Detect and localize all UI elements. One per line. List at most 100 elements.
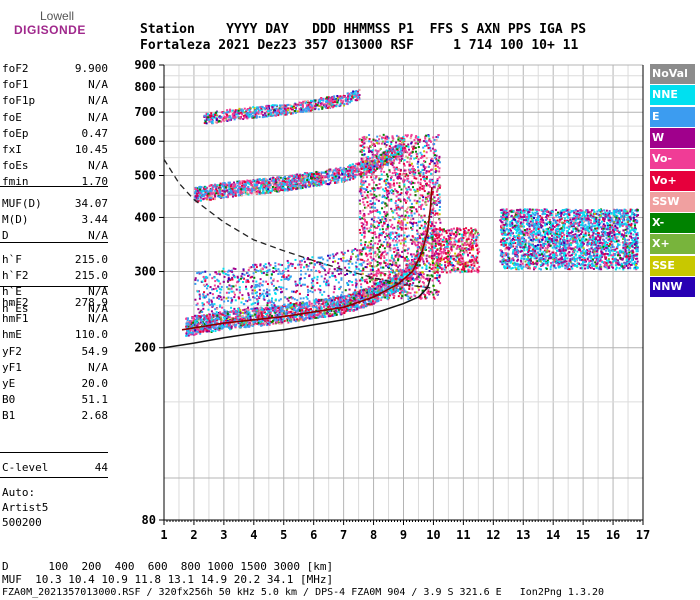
echo-dot xyxy=(227,269,230,272)
echo-dot xyxy=(361,306,364,309)
echo-dot xyxy=(307,179,310,182)
echo-dot xyxy=(389,150,392,153)
echo-dot xyxy=(186,317,189,320)
echo-dot xyxy=(373,289,376,292)
echo-dot xyxy=(193,314,196,317)
echo-dot xyxy=(303,266,306,269)
echo-dot xyxy=(286,297,289,300)
echo-dot xyxy=(319,183,322,186)
param-name: foEs xyxy=(2,159,29,173)
echo-dot xyxy=(214,271,217,274)
echo-dot xyxy=(208,298,211,301)
echo-dot xyxy=(212,184,215,187)
echo-dot xyxy=(319,175,322,178)
echo-dot xyxy=(206,327,209,330)
echo-dot xyxy=(223,309,226,312)
echo-dot xyxy=(272,111,275,114)
echo-dot xyxy=(191,331,194,334)
echo-dot xyxy=(205,275,208,278)
echo-dot xyxy=(334,169,337,172)
echo-dot xyxy=(213,194,216,197)
echo-dot xyxy=(354,278,357,281)
echo-dot xyxy=(340,272,343,275)
echo-dot xyxy=(262,189,265,192)
echo-dot xyxy=(189,331,192,334)
echo-dot xyxy=(344,307,347,310)
echo-dot xyxy=(401,284,404,287)
echo-dot xyxy=(210,299,213,302)
echo-dot xyxy=(336,295,339,298)
echo-dot xyxy=(234,316,237,319)
echo-dot xyxy=(316,313,319,316)
echo-dot xyxy=(324,301,327,304)
echo-dot xyxy=(187,325,190,328)
echo-dot xyxy=(248,298,251,301)
echo-dot xyxy=(294,320,297,323)
echo-dot xyxy=(405,269,408,272)
echo-dot xyxy=(278,322,281,325)
echo-dot xyxy=(204,326,207,329)
echo-dot xyxy=(229,279,232,282)
echo-dot xyxy=(310,172,313,175)
echo-dot xyxy=(298,309,301,312)
echo-dot xyxy=(363,290,366,293)
echo-dot xyxy=(217,119,220,122)
echo-dot xyxy=(255,314,258,317)
echo-dot xyxy=(297,263,300,266)
echo-dot xyxy=(223,192,226,195)
echo-dot xyxy=(369,295,372,298)
echo-dot xyxy=(276,176,279,179)
echo-dot xyxy=(254,320,257,323)
echo-dot xyxy=(287,274,290,277)
echo-dot xyxy=(376,157,379,160)
echo-dot xyxy=(320,181,323,184)
echo-dot xyxy=(201,302,204,305)
echo-dot xyxy=(375,164,378,167)
echo-dot xyxy=(265,181,268,184)
echo-dot xyxy=(243,308,246,311)
echo-dot xyxy=(387,277,390,280)
echo-dot xyxy=(255,291,258,294)
echo-dot xyxy=(362,290,365,293)
echo-dot xyxy=(371,166,374,169)
echo-dot xyxy=(301,174,304,177)
echo-dot xyxy=(331,173,334,176)
echo-dot xyxy=(188,319,191,322)
echo-dot xyxy=(340,177,343,180)
echo-dot xyxy=(377,164,380,167)
echo-dot xyxy=(337,179,340,182)
echo-dot xyxy=(400,149,403,152)
echo-dot xyxy=(325,279,328,282)
echo-dot xyxy=(254,263,257,266)
echo-dot xyxy=(222,267,225,270)
echo-dot xyxy=(209,319,212,322)
echo-dot xyxy=(220,320,223,323)
echo-dot xyxy=(198,186,201,189)
y-tick-label: 300 xyxy=(134,265,156,279)
echo-dot xyxy=(294,267,297,270)
echo-dot xyxy=(220,319,223,322)
param-name: M(D) xyxy=(2,213,29,227)
echo-dot xyxy=(374,169,377,172)
echo-dot xyxy=(186,334,189,337)
echo-dot xyxy=(298,263,301,266)
echo-dot xyxy=(250,307,253,310)
echo-dot xyxy=(275,314,278,317)
echo-dot xyxy=(216,314,219,317)
echo-dot xyxy=(245,279,248,282)
echo-dot xyxy=(261,116,264,119)
echo-dot xyxy=(245,288,248,291)
echo-dot xyxy=(315,306,318,309)
echo-dot xyxy=(344,310,347,313)
param-value: 110.0 xyxy=(74,328,108,342)
echo-dot xyxy=(194,191,197,194)
echo-dot xyxy=(363,297,366,300)
echo-dot xyxy=(419,248,422,251)
param-value: 0.47 xyxy=(81,126,109,140)
echo-dot xyxy=(213,318,216,321)
echo-dot xyxy=(212,288,215,291)
echo-dot xyxy=(355,173,358,176)
echo-dot xyxy=(218,297,221,300)
echo-dot xyxy=(218,305,221,308)
